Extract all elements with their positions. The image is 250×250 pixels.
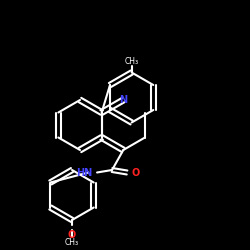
Text: CH₃: CH₃: [65, 238, 79, 247]
Text: O: O: [68, 230, 76, 239]
Text: HN: HN: [76, 168, 92, 177]
Text: CH₃: CH₃: [124, 57, 139, 66]
Text: N: N: [119, 95, 127, 105]
Text: O: O: [132, 168, 140, 177]
